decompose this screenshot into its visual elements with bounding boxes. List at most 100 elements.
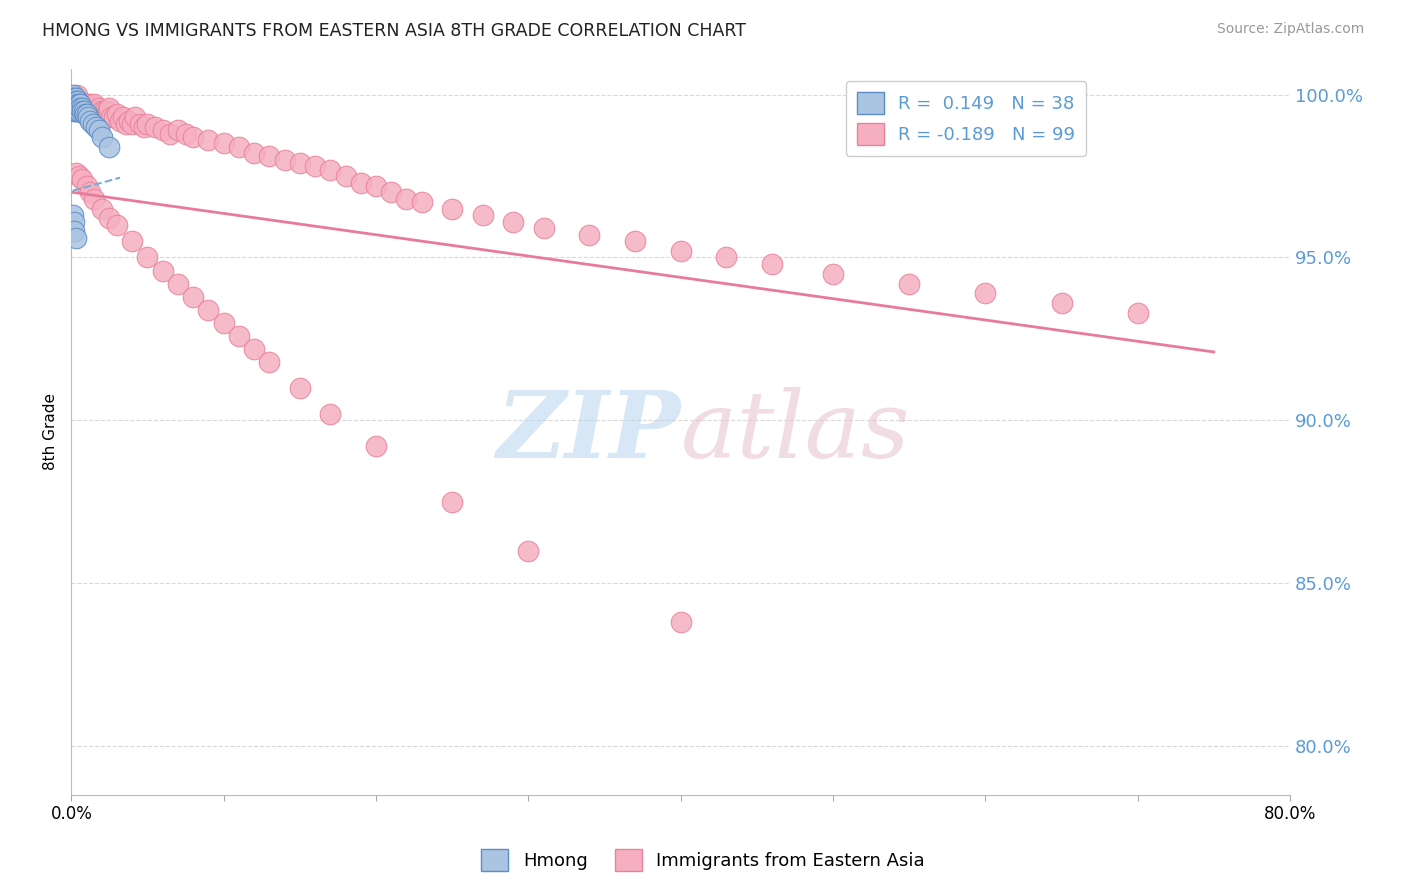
Point (273, 153, 295, 167)
Point (65, 231, 87, 245)
Point (197, 302, 219, 317)
Point (97, 103, 120, 118)
Point (98, 101, 121, 115)
Point (80, 101, 103, 115)
Point (65, 166, 87, 180)
Point (70, 172, 93, 186)
Point (70, 101, 93, 115)
Point (63, 97, 86, 112)
Point (62, 94, 84, 108)
Point (364, 178, 387, 193)
Point (380, 186, 402, 200)
Point (181, 130, 204, 145)
Point (72, 103, 94, 118)
Point (152, 263, 174, 277)
Point (1050, 296, 1073, 310)
Point (66, 103, 89, 118)
Point (83, 192, 105, 206)
Text: HMONG VS IMMIGRANTS FROM EASTERN ASIA 8TH GRADE CORRELATION CHART: HMONG VS IMMIGRANTS FROM EASTERN ASIA 8T… (42, 22, 747, 40)
Point (62, 208, 84, 222)
Point (90, 130, 112, 145)
Point (105, 107, 128, 121)
Point (62, 87, 84, 102)
Point (63, 91, 86, 105)
Point (121, 117, 143, 131)
Point (62, 91, 84, 105)
Point (98, 211, 121, 226)
Point (65, 94, 87, 108)
Point (143, 120, 166, 135)
Point (70, 103, 93, 118)
Point (63, 94, 86, 108)
Y-axis label: 8th Grade: 8th Grade (44, 393, 58, 470)
Point (67, 97, 90, 112)
Point (243, 342, 266, 356)
Point (533, 221, 555, 235)
Point (471, 208, 494, 222)
Point (67, 97, 90, 112)
Point (259, 355, 281, 369)
Point (89, 107, 111, 121)
Point (86, 103, 108, 118)
Point (181, 289, 204, 303)
Point (66, 97, 89, 112)
Point (76, 107, 98, 121)
Point (898, 277, 921, 291)
Point (69, 101, 91, 115)
Point (103, 111, 125, 125)
Point (98, 139, 121, 153)
Point (1126, 306, 1149, 320)
Point (90, 202, 112, 216)
Point (288, 156, 311, 170)
Point (66, 97, 89, 112)
Point (65, 91, 87, 105)
Point (335, 169, 357, 183)
Point (115, 117, 138, 131)
Point (167, 123, 190, 137)
Point (259, 149, 281, 163)
Point (67, 101, 90, 115)
Point (350, 176, 373, 190)
Point (69, 101, 91, 115)
Point (70, 97, 93, 112)
Point (319, 162, 342, 177)
Point (63, 224, 86, 238)
Point (90, 103, 112, 118)
Point (63, 94, 86, 108)
Point (669, 615, 692, 630)
Point (66, 87, 89, 102)
Legend: Hmong, Immigrants from Eastern Asia: Hmong, Immigrants from Eastern Asia (474, 842, 932, 879)
Text: ZIP: ZIP (496, 387, 681, 477)
Point (83, 107, 105, 121)
Point (76, 178, 98, 193)
Point (669, 244, 692, 258)
Point (304, 159, 326, 173)
Point (82, 103, 104, 118)
Point (118, 113, 141, 128)
Point (364, 440, 387, 454)
Point (96, 107, 118, 121)
Point (72, 101, 94, 115)
Point (87, 101, 110, 115)
Legend: R =  0.149   N = 38, R = -0.189   N = 99: R = 0.149 N = 38, R = -0.189 N = 99 (846, 81, 1085, 156)
Point (79, 113, 101, 128)
Point (624, 234, 647, 248)
Point (167, 277, 190, 291)
Point (65, 103, 87, 118)
Point (63, 103, 86, 118)
Point (82, 117, 104, 131)
Point (212, 136, 235, 151)
Point (319, 407, 342, 421)
Point (134, 120, 156, 135)
Point (69, 97, 91, 112)
Point (65, 97, 87, 112)
Point (136, 117, 159, 131)
Point (716, 251, 738, 265)
Point (212, 316, 235, 330)
Point (105, 218, 128, 232)
Point (395, 192, 418, 206)
Point (66, 101, 89, 115)
Point (63, 101, 86, 115)
Point (87, 123, 110, 137)
Point (517, 543, 540, 558)
